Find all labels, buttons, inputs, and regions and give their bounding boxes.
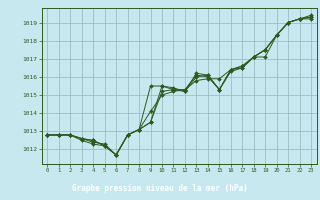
- Text: Graphe pression niveau de la mer (hPa): Graphe pression niveau de la mer (hPa): [72, 184, 248, 193]
